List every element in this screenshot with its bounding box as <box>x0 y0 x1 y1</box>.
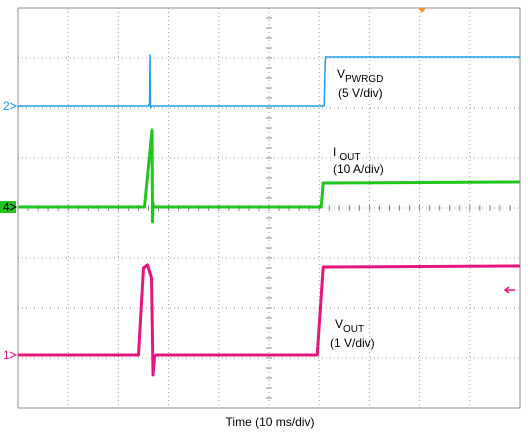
channel-marker: 2 <box>3 99 10 113</box>
channel-marker-bg <box>0 201 16 213</box>
trace-label-main: V <box>335 317 343 331</box>
trace-label-sub: PWRGD <box>345 74 383 85</box>
trace-label-sub: OUT <box>343 324 364 335</box>
channel-arrow <box>9 203 18 211</box>
trace <box>18 54 520 109</box>
trace-label: I OUT <box>333 145 360 163</box>
x-axis-label: Time (10 ms/div) <box>226 415 315 429</box>
channel-marker: 1 <box>3 348 10 362</box>
trace-label-sub: OUT <box>339 152 360 163</box>
trigger-level <box>503 286 515 294</box>
channel-arrow <box>9 102 18 110</box>
trace-label: VPWRGD <box>337 67 383 85</box>
trace <box>18 128 521 224</box>
trace-scale: (1 V/div) <box>330 336 375 350</box>
trigger-marker <box>418 8 426 13</box>
trace-label: VOUT <box>335 317 364 335</box>
trace <box>18 263 521 377</box>
trace-scale: (10 A/div) <box>333 162 384 176</box>
trace-scale: (5 V/div) <box>338 86 383 100</box>
trace-label-main: V <box>337 67 345 81</box>
channel-marker: 4 <box>3 200 10 214</box>
traces <box>18 54 521 377</box>
trace-label-main: I <box>333 145 336 159</box>
channel-arrow <box>9 351 18 359</box>
